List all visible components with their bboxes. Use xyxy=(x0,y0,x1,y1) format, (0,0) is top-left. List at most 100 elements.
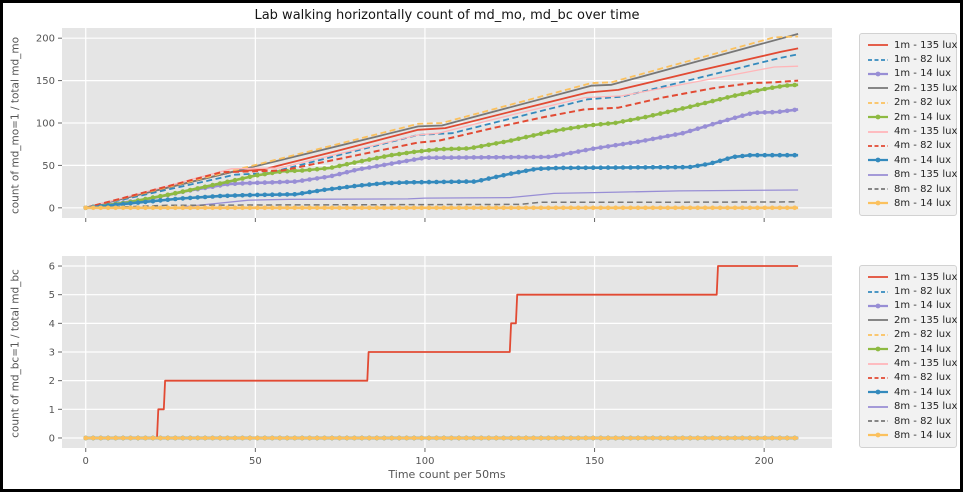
legend-label: 2m - 82 lux xyxy=(894,97,952,109)
legend-label: 8m - 82 lux xyxy=(894,183,952,195)
legend-line-sample-icon xyxy=(868,101,888,104)
legend-line-sample-icon xyxy=(868,319,888,322)
series-line-8m-135-lux xyxy=(85,189,799,209)
legend-line-sample-icon xyxy=(868,157,888,163)
legend-item: 2m - 82 lux xyxy=(867,96,954,110)
y-tick-label: 1 xyxy=(49,405,55,416)
y-tick-label: 3 xyxy=(49,348,55,359)
series-line-1m-135-lux xyxy=(85,265,799,439)
legend-item: 2m - 14 lux xyxy=(867,110,954,124)
legend-label: 2m - 14 lux xyxy=(894,343,952,355)
legend-line-sample-icon xyxy=(868,290,888,293)
legend-item: 2m - 135 lux xyxy=(867,81,958,95)
legend-item: 4m - 14 lux xyxy=(867,385,954,399)
legend-item: 1m - 135 lux xyxy=(867,38,958,52)
legend-label: 8m - 14 lux xyxy=(894,197,952,209)
x-tick-label: 150 xyxy=(585,456,604,467)
legend-item: 8m - 135 lux xyxy=(867,400,958,414)
legend-line-sample-icon xyxy=(868,420,888,422)
legend-item: 4m - 14 lux xyxy=(867,153,954,167)
y-tick-label: 0 xyxy=(49,203,55,214)
y-tick-label: 6 xyxy=(49,262,55,273)
legend-line-sample-icon xyxy=(868,188,888,190)
series-line-4m-82-lux xyxy=(85,79,799,209)
x-tick-label: 50 xyxy=(249,456,262,467)
legend-item: 1m - 14 lux xyxy=(867,299,954,313)
legend-item: 1m - 14 lux xyxy=(867,67,954,81)
legend-label: 1m - 82 lux xyxy=(894,286,952,298)
legend-label: 1m - 14 lux xyxy=(894,68,952,80)
legend-label: 1m - 135 lux xyxy=(894,271,958,283)
legend-line-sample-icon xyxy=(868,389,888,395)
legend-item: 1m - 135 lux xyxy=(867,270,958,284)
legend-item: 4m - 82 lux xyxy=(867,139,954,153)
legend-line-sample-icon xyxy=(868,201,888,206)
legend-line-sample-icon xyxy=(868,276,888,279)
legend-md-mo: 1m - 135 lux 1m - 82 lux 1m - 14 lux 2m - 1… xyxy=(859,33,957,216)
legend-line-sample-icon xyxy=(868,405,888,408)
y-tick-label: 50 xyxy=(42,161,55,172)
legend-label: 4m - 82 lux xyxy=(894,140,952,152)
y-tick-label: 150 xyxy=(36,76,55,87)
legend-label: 2m - 82 lux xyxy=(894,329,952,341)
y-tick-label: 2 xyxy=(49,376,55,387)
legend-line-sample-icon xyxy=(868,362,888,365)
legend-line-sample-icon xyxy=(868,433,888,438)
x-tick-label: 200 xyxy=(755,456,774,467)
legend-line-sample-icon xyxy=(868,145,888,147)
y-tick-label: 5 xyxy=(49,290,55,301)
legend-line-sample-icon xyxy=(868,346,888,352)
legend-md-bc: 1m - 135 lux 1m - 82 lux 1m - 14 lux 2m - 1… xyxy=(859,265,957,448)
legend-label: 4m - 135 lux xyxy=(894,358,958,370)
legend-line-sample-icon xyxy=(868,333,888,336)
legend-item: 4m - 82 lux xyxy=(867,371,954,385)
legend-line-sample-icon xyxy=(868,130,888,133)
legend-label: 2m - 135 lux xyxy=(894,314,958,326)
legend-item: 8m - 135 lux xyxy=(867,168,957,182)
y-tick-label: 4 xyxy=(49,319,55,330)
legend-item: 8m - 14 lux xyxy=(867,196,954,210)
legend-label: 8m - 14 lux xyxy=(894,429,952,441)
series-line-2m-135-lux xyxy=(85,33,799,209)
legend-line-sample-icon xyxy=(868,173,888,176)
legend-line-sample-icon xyxy=(868,87,888,90)
x-axis-label: Time count per 50ms xyxy=(388,468,506,481)
y-axis-label-md-mo: count of md_mo=1 / total md_mo xyxy=(9,36,22,215)
legend-line-sample-icon xyxy=(868,114,888,120)
subplot-md_mo: 0 50 100 150 200 xyxy=(36,28,832,222)
figure-title: Lab walking horizontally count of md_mo,… xyxy=(254,8,640,23)
y-tick-label: 0 xyxy=(49,433,55,444)
series-line-4m-135-lux xyxy=(85,65,799,209)
y-axis-label-md-bc: count of md_bc=1 / total md_bc xyxy=(9,269,22,438)
legend-item: 4m - 135 lux xyxy=(867,356,958,370)
legend-label: 2m - 14 lux xyxy=(894,111,952,123)
x-tick-label: 0 xyxy=(83,456,89,467)
legend-label: 4m - 135 lux xyxy=(894,126,958,138)
legend-item: 8m - 82 lux xyxy=(867,414,954,428)
legend-item: 8m - 14 lux xyxy=(867,428,954,442)
x-tick-label: 100 xyxy=(415,456,434,467)
legend-line-sample-icon xyxy=(868,58,888,61)
y-tick-label: 200 xyxy=(36,34,55,45)
legend-label: 8m - 135 lux xyxy=(894,401,958,413)
series-line-1m-82-lux xyxy=(85,53,799,209)
legend-label: 4m - 14 lux xyxy=(894,386,952,398)
legend-line-sample-icon xyxy=(868,377,888,379)
legend-line-sample-icon xyxy=(868,303,888,309)
legend-item: 2m - 14 lux xyxy=(867,342,954,356)
legend-item: 1m - 82 lux xyxy=(867,284,954,298)
legend-item: 2m - 135 lux xyxy=(867,313,958,327)
legend-label: 4m - 14 lux xyxy=(894,154,952,166)
y-tick-label: 100 xyxy=(36,119,55,130)
legend-label: 1m - 135 lux xyxy=(894,39,958,51)
legend-label: 8m - 82 lux xyxy=(894,415,952,427)
legend-label: 4m - 82 lux xyxy=(894,372,952,384)
legend-item: 4m - 135 lux xyxy=(867,124,958,138)
legend-line-sample-icon xyxy=(868,44,888,47)
legend-label: 1m - 82 lux xyxy=(894,54,952,66)
legend-item: 8m - 82 lux xyxy=(867,182,954,196)
plot-canvas: 0 50 100 150 200 0 50 100 150 200 0 1 2 3 4 5 6 xyxy=(36,28,832,467)
legend-label: 2m - 135 lux xyxy=(894,82,958,94)
subplot-md_bc: 0 50 100 150 200 0 1 2 3 4 5 6 xyxy=(49,256,832,467)
